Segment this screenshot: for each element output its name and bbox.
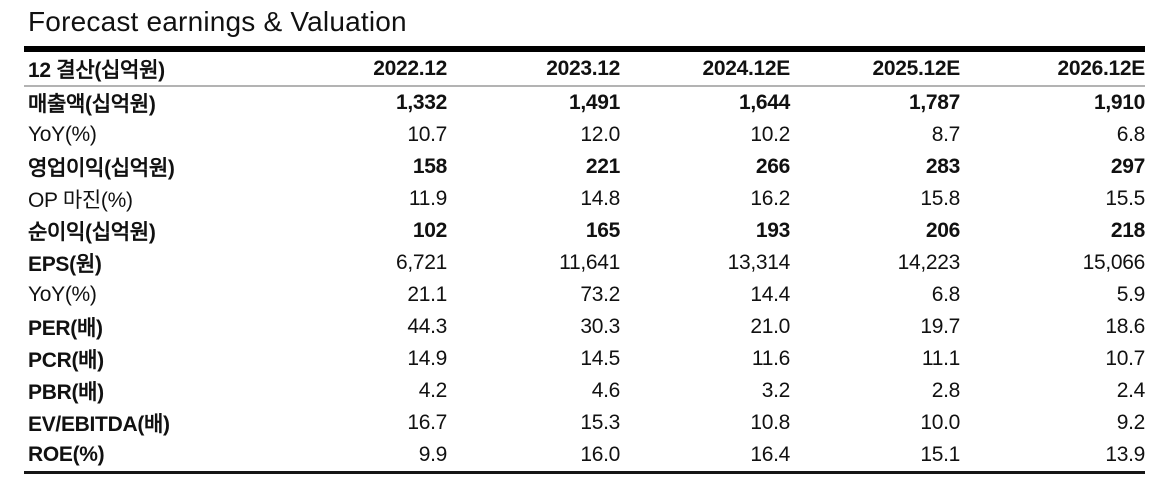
- value-cell: 2.4: [1116, 379, 1146, 402]
- value-cell: 3.2: [761, 379, 791, 402]
- value-cell: 14.4: [750, 283, 790, 306]
- value-cell: 6.8: [931, 283, 961, 306]
- value-cell: 16.4: [750, 443, 790, 466]
- value-cell: 16.2: [750, 187, 790, 210]
- value-cell: 9.2: [1116, 411, 1146, 434]
- row-label: PBR(배): [28, 381, 104, 404]
- value-cell: 13,314: [727, 251, 791, 274]
- value-cell: 13.9: [1105, 443, 1145, 466]
- section-title: Forecast earnings & Valuation: [28, 6, 407, 37]
- value-cell: 10.2: [750, 123, 790, 146]
- value-cell: 15,066: [1082, 251, 1146, 274]
- value-cell: 11.1: [921, 347, 960, 370]
- table-row: YoY(%) 10.7 12.0 10.2 8.7 6.8: [24, 119, 1145, 151]
- table-row: PER(배) 44.3 30.3 21.0 19.7 18.6: [24, 311, 1145, 343]
- table-row: ROE(%) 9.9 16.0 16.4 15.1 13.9: [24, 439, 1145, 473]
- row-label: PER(배): [28, 317, 103, 340]
- header-fiscal-label: 12 결산(십억원): [24, 49, 274, 87]
- value-cell: 16.0: [580, 443, 620, 466]
- table-row: PCR(배) 14.9 14.5 11.6 11.1 10.7: [24, 343, 1145, 375]
- value-cell: 266: [755, 155, 790, 178]
- value-cell: 2.8: [931, 379, 961, 402]
- table-header-row: 12 결산(십억원) 2022.12 2023.12 2024.12E 2025…: [24, 49, 1145, 87]
- value-cell: 18.6: [1105, 315, 1145, 338]
- value-cell: 14.8: [580, 187, 620, 210]
- value-cell: 16.7: [407, 411, 447, 434]
- column-header-2026-12e: 2026.12E: [960, 49, 1145, 87]
- row-label: EV/EBITDA(배): [28, 413, 170, 436]
- table-row: 순이익(십억원) 102 165 193 206 218: [24, 215, 1145, 247]
- value-cell: 221: [585, 155, 620, 178]
- row-label: YoY(%): [28, 123, 97, 146]
- value-cell: 165: [585, 219, 620, 242]
- value-cell: 5.9: [1116, 283, 1146, 306]
- forecast-valuation-table: 12 결산(십억원) 2022.12 2023.12 2024.12E 2025…: [24, 46, 1145, 474]
- table-row: YoY(%) 21.1 73.2 14.4 6.8 5.9: [24, 279, 1145, 311]
- value-cell: 1,910: [1093, 91, 1145, 114]
- table-row: EPS(원) 6,721 11,641 13,314 14,223 15,066: [24, 247, 1145, 279]
- table-row: 매출액(십억원) 1,332 1,491 1,644 1,787 1,910: [24, 86, 1145, 119]
- value-cell: 1,644: [738, 91, 790, 114]
- value-cell: 8.7: [931, 123, 961, 146]
- table-row: OP 마진(%) 11.9 14.8 16.2 15.8 15.5: [24, 183, 1145, 215]
- row-label: YoY(%): [28, 283, 97, 306]
- row-label: 영업이익(십억원): [28, 157, 175, 180]
- table-row: 영업이익(십억원) 158 221 266 283 297: [24, 151, 1145, 183]
- row-label: EPS(원): [28, 253, 102, 276]
- value-cell: 15.3: [580, 411, 620, 434]
- value-cell: 30.3: [580, 315, 620, 338]
- row-label: OP 마진(%): [28, 189, 133, 212]
- value-cell: 19.7: [920, 315, 960, 338]
- value-cell: 11.6: [751, 347, 790, 370]
- value-cell: 10.7: [1105, 347, 1145, 370]
- row-label: 매출액(십억원): [28, 93, 156, 116]
- value-cell: 1,332: [395, 91, 447, 114]
- value-cell: 21.0: [750, 315, 790, 338]
- value-cell: 297: [1110, 155, 1145, 178]
- row-label: PCR(배): [28, 349, 104, 372]
- value-cell: 11.9: [408, 187, 447, 210]
- value-cell: 1,787: [908, 91, 960, 114]
- column-header-2024-12e: 2024.12E: [620, 49, 790, 87]
- value-cell: 15.5: [1105, 187, 1145, 210]
- value-cell: 73.2: [580, 283, 620, 306]
- value-cell: 218: [1110, 219, 1145, 242]
- table-section: Forecast earnings & Valuation 12 결산(십억원)…: [24, 6, 1145, 474]
- value-cell: 14.9: [407, 347, 447, 370]
- value-cell: 14,223: [897, 251, 961, 274]
- value-cell: 4.6: [591, 379, 621, 402]
- value-cell: 193: [755, 219, 790, 242]
- table-row: PBR(배) 4.2 4.6 3.2 2.8 2.4: [24, 375, 1145, 407]
- value-cell: 44.3: [407, 315, 447, 338]
- value-cell: 206: [925, 219, 960, 242]
- value-cell: 6.8: [1116, 123, 1146, 146]
- table-row: EV/EBITDA(배) 16.7 15.3 10.8 10.0 9.2: [24, 407, 1145, 439]
- value-cell: 4.2: [418, 379, 448, 402]
- value-cell: 21.1: [407, 283, 447, 306]
- column-header-2025-12e: 2025.12E: [790, 49, 960, 87]
- column-header-2023-12: 2023.12: [447, 49, 620, 87]
- value-cell: 283: [925, 155, 960, 178]
- value-cell: 10.7: [407, 123, 447, 146]
- value-cell: 14.5: [580, 347, 620, 370]
- value-cell: 15.8: [920, 187, 960, 210]
- value-cell: 12.0: [580, 123, 620, 146]
- table-body: 매출액(십억원) 1,332 1,491 1,644 1,787 1,910 YoY(%) 1…: [24, 86, 1145, 473]
- value-cell: 158: [412, 155, 447, 178]
- value-cell: 15.1: [920, 443, 960, 466]
- value-cell: 10.0: [920, 411, 960, 434]
- row-label: ROE(%): [28, 443, 105, 466]
- value-cell: 10.8: [750, 411, 790, 434]
- value-cell: 6,721: [395, 251, 447, 274]
- value-cell: 9.9: [418, 443, 448, 466]
- column-header-2022-12: 2022.12: [274, 49, 447, 87]
- value-cell: 11,641: [559, 251, 620, 274]
- value-cell: 102: [412, 219, 447, 242]
- value-cell: 1,491: [568, 91, 620, 114]
- row-label: 순이익(십억원): [28, 221, 156, 244]
